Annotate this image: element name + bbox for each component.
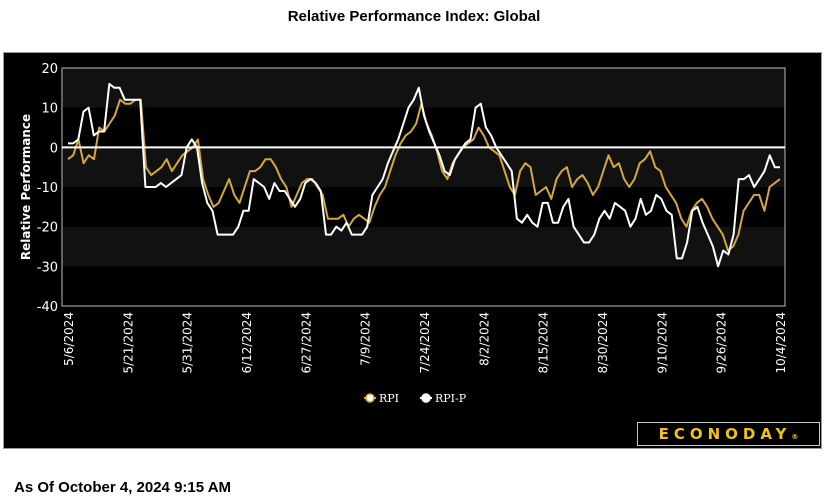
y-tick-label: 10 (41, 102, 58, 117)
econoday-logo: ECONODAY® (637, 422, 820, 446)
registered-mark: ® (791, 433, 799, 441)
y-axis-label: Relative Performance (19, 114, 33, 260)
x-tick-label: 8/30/2024 (596, 312, 610, 374)
grid-band (62, 68, 785, 108)
x-tick-label: 7/24/2024 (418, 312, 432, 374)
y-tick-label: -40 (37, 300, 58, 315)
x-tick-label: 10/4/2024 (774, 312, 788, 374)
legend-marker-dot (421, 393, 431, 403)
x-tick-label: 9/10/2024 (655, 312, 669, 374)
x-tick-label: 8/2/2024 (477, 312, 491, 366)
x-tick-label: 5/31/2024 (181, 312, 195, 374)
y-tick-label: -30 (37, 260, 58, 275)
y-tick-label: 20 (41, 62, 58, 77)
legend-marker-dot (365, 393, 375, 403)
grid-band (62, 226, 785, 267)
logo-text: ECONODAY (658, 425, 792, 443)
chart-svg: 20 10 0 -10 -20 -30 -40 Relative Performance 5/6… (19, 62, 788, 405)
y-tick-label: -10 (37, 181, 58, 196)
as-of-timestamp: As Of October 4, 2024 9:15 AM (14, 479, 232, 496)
x-tick-label: 5/6/2024 (62, 312, 76, 366)
x-tick-label: 5/21/2024 (121, 312, 135, 374)
grid-band (62, 266, 785, 306)
x-tick-label: 7/9/2024 (359, 312, 373, 366)
chart-title: Relative Performance Index: Global (287, 8, 541, 25)
plot-border (61, 67, 786, 307)
x-tick-label: 8/15/2024 (537, 312, 551, 374)
y-tick-label: -20 (37, 221, 58, 236)
x-tick-label: 6/27/2024 (299, 312, 313, 374)
x-tick-label: 6/12/2024 (240, 312, 254, 374)
legend-label: RPI-P (435, 392, 467, 405)
y-tick-label: 0 (50, 141, 58, 156)
x-tick-label: 9/26/2024 (715, 312, 729, 374)
legend-label: RPI (379, 392, 399, 405)
